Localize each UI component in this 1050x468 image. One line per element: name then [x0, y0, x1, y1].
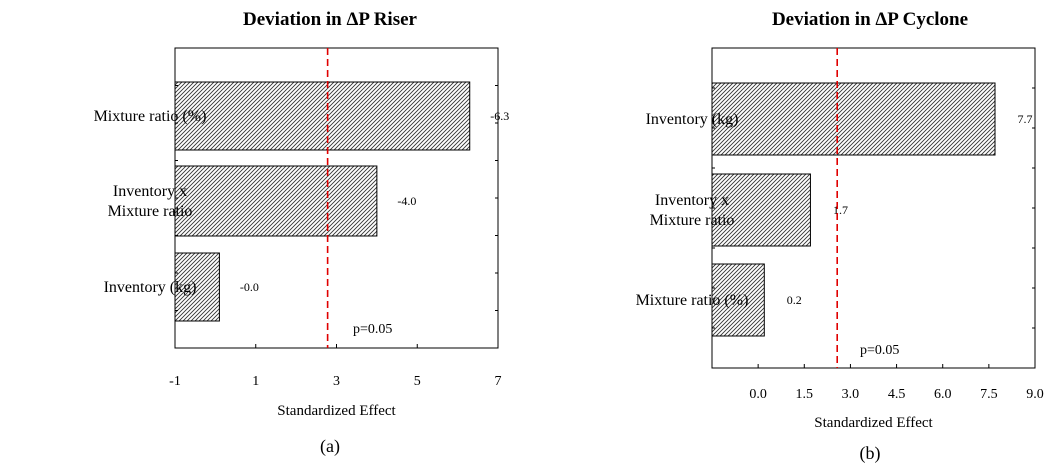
bar [174, 252, 220, 322]
x-tick-label: 3 [333, 374, 340, 389]
x-tick-label: 1.5 [796, 387, 814, 402]
x-tick-label: 6.0 [934, 387, 952, 402]
data-label: -4.0 [397, 194, 416, 208]
x-tick-label: 5 [414, 374, 421, 389]
bar [711, 82, 996, 156]
panel-label: (b) [860, 443, 881, 464]
bar [711, 173, 811, 247]
bar [174, 165, 378, 237]
x-tick-label: 1 [252, 374, 259, 389]
data-label: -0.0 [240, 280, 259, 294]
bar [711, 263, 765, 337]
x-tick-label: 0.0 [749, 387, 767, 402]
bar [174, 81, 471, 151]
category-label: Mixture ratio [108, 203, 193, 220]
category-label: Mixture ratio (%) [94, 108, 207, 125]
data-label: -6.3 [490, 109, 509, 123]
data-label: 0.2 [787, 293, 802, 307]
data-label: 7.7 [1018, 112, 1033, 126]
x-tick-label: 7 [495, 374, 502, 389]
category-label: Mixture ratio (%) [636, 292, 749, 309]
category-label: Inventory x [113, 183, 187, 200]
x-tick-label: 7.5 [980, 387, 998, 402]
x-tick-label: 9.0 [1026, 387, 1044, 402]
significance-label: p=0.05 [860, 343, 899, 358]
x-axis-label: Standardized Effect [814, 415, 933, 431]
category-label: Inventory (kg) [104, 279, 197, 296]
chart-title: Deviation in ΔP Cyclone [772, 9, 968, 30]
category-label: Inventory (kg) [646, 111, 739, 128]
data-label: 1.7 [833, 203, 848, 217]
x-tick-label: 4.5 [888, 387, 906, 402]
x-tick-label: 3.0 [842, 387, 860, 402]
significance-label: p=0.05 [353, 322, 392, 337]
x-axis-label: Standardized Effect [277, 403, 396, 419]
x-tick-label: -1 [169, 374, 181, 389]
panel-label: (a) [320, 436, 340, 457]
category-label: Inventory x [655, 192, 729, 209]
category-label: Mixture ratio [650, 212, 735, 229]
chart-title: Deviation in ΔP Riser [243, 9, 417, 30]
